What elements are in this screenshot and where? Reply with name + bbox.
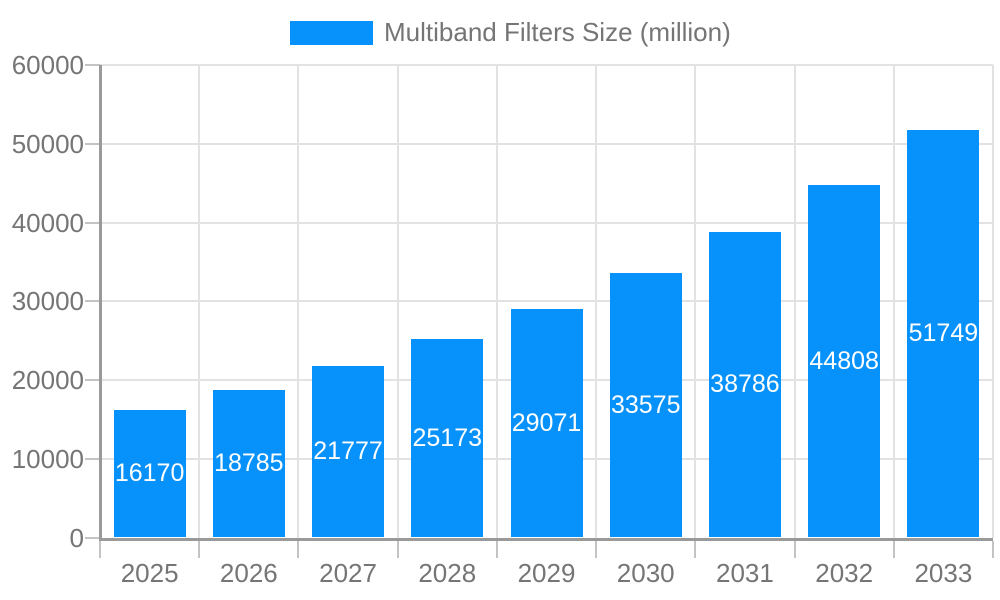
gridline-vertical bbox=[198, 65, 201, 538]
x-tick-mark bbox=[396, 540, 399, 558]
bar-2028: 25173 bbox=[411, 339, 484, 538]
x-tick-mark bbox=[99, 540, 101, 558]
bar-value-label: 25173 bbox=[412, 423, 483, 452]
gridline-horizontal bbox=[100, 142, 993, 145]
y-tick-mark bbox=[85, 457, 100, 460]
x-tick-mark bbox=[992, 540, 994, 558]
y-tick-mark bbox=[85, 221, 100, 224]
x-tick-label: 2025 bbox=[120, 558, 179, 588]
x-tick-mark bbox=[793, 540, 796, 558]
x-tick-label: 2033 bbox=[914, 558, 973, 588]
bar-value-label: 51749 bbox=[908, 319, 979, 348]
y-tick-label: 0 bbox=[69, 522, 84, 553]
bar-value-label: 29071 bbox=[511, 408, 582, 437]
y-tick-mark bbox=[85, 300, 100, 303]
y-tick-label: 40000 bbox=[11, 207, 84, 238]
gridline-vertical bbox=[396, 65, 399, 538]
gridline-horizontal bbox=[100, 64, 993, 66]
x-tick-label: 2029 bbox=[517, 558, 576, 588]
x-tick-mark bbox=[297, 540, 300, 558]
gridline-vertical bbox=[495, 65, 498, 538]
legend-swatch bbox=[290, 20, 373, 45]
bar-2029: 29071 bbox=[510, 308, 583, 538]
y-axis-line bbox=[99, 65, 102, 541]
gridline-vertical bbox=[793, 65, 796, 538]
bar-2031: 38786 bbox=[708, 232, 781, 538]
gridline-horizontal bbox=[100, 300, 993, 303]
gridline-vertical bbox=[992, 65, 994, 538]
y-tick-mark bbox=[85, 379, 100, 381]
x-tick-mark bbox=[495, 540, 498, 558]
y-tick-label: 20000 bbox=[11, 365, 84, 395]
bar-2033: 51749 bbox=[907, 129, 980, 538]
x-tick-label: 2031 bbox=[716, 558, 774, 588]
bar-value-label: 33575 bbox=[610, 390, 681, 419]
x-tick-label: 2026 bbox=[219, 558, 278, 588]
y-tick-label: 30000 bbox=[11, 286, 84, 317]
x-tick-label: 2027 bbox=[319, 558, 377, 588]
legend-label: Multiband Filters Size (million) bbox=[384, 17, 731, 47]
bar-value-label: 38786 bbox=[710, 370, 780, 399]
y-tick-mark bbox=[85, 536, 100, 539]
gridline-horizontal bbox=[100, 221, 993, 224]
x-tick-mark bbox=[892, 540, 895, 558]
gridline-vertical bbox=[595, 65, 598, 538]
legend-item[interactable]: Multiband Filters Size (million) bbox=[290, 17, 731, 48]
y-tick-mark bbox=[85, 142, 100, 145]
bar-2025: 16170 bbox=[113, 410, 186, 538]
y-tick-label: 60000 bbox=[11, 50, 84, 80]
y-tick-mark bbox=[85, 64, 100, 66]
x-tick-label: 2028 bbox=[418, 558, 477, 588]
gridline-vertical bbox=[297, 65, 300, 538]
x-tick-label: 2030 bbox=[616, 558, 675, 588]
y-tick-label: 10000 bbox=[11, 443, 84, 474]
x-tick-mark bbox=[694, 540, 697, 558]
x-tick-label: 2032 bbox=[815, 558, 874, 588]
bar-2026: 18785 bbox=[212, 389, 285, 538]
bar-2030: 33575 bbox=[609, 273, 682, 538]
bar-2032: 44808 bbox=[808, 184, 881, 538]
bar-value-label: 18785 bbox=[214, 449, 284, 478]
gridline-vertical bbox=[694, 65, 697, 538]
gridline-vertical bbox=[892, 65, 895, 538]
bar-2027: 21777 bbox=[312, 366, 385, 538]
x-tick-mark bbox=[198, 540, 201, 558]
bar-value-label: 16170 bbox=[114, 459, 185, 488]
bar-value-label: 44808 bbox=[809, 346, 879, 375]
x-axis-line bbox=[99, 537, 993, 541]
y-tick-label: 50000 bbox=[11, 128, 84, 159]
x-tick-mark bbox=[595, 540, 598, 558]
bar-value-label: 21777 bbox=[313, 437, 383, 466]
